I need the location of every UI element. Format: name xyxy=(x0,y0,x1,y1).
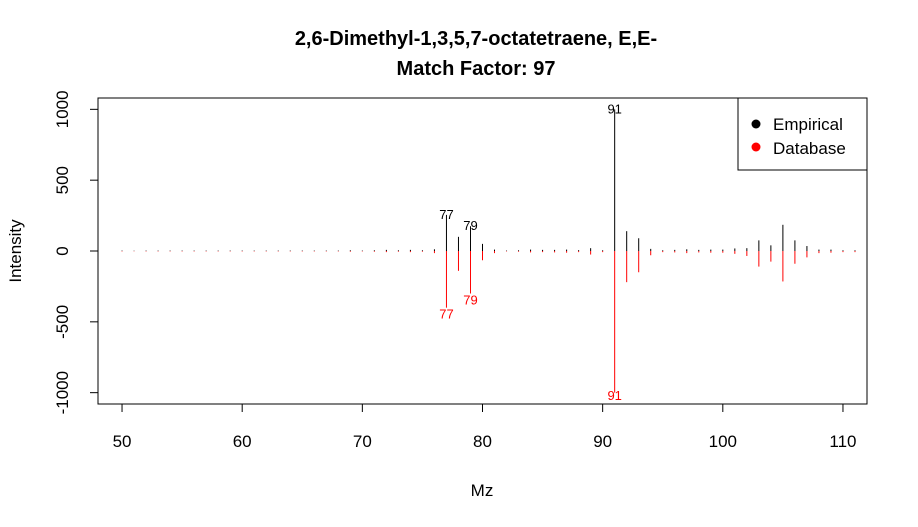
legend-box xyxy=(737,97,868,171)
chart-subtitle: Match Factor: 97 xyxy=(397,58,556,80)
legend: Empirical Database xyxy=(737,97,868,171)
chart-title: 2,6-Dimethyl-1,3,5,7-octatetraene, E,E- xyxy=(295,28,657,50)
y-tick-label-500: 500 xyxy=(53,166,72,194)
y-tick-label-1000: 1000 xyxy=(53,90,72,128)
peak-label-empirical-79: 79 xyxy=(463,218,477,233)
x-tick-label-60: 60 xyxy=(233,432,252,451)
x-tick-label-50: 50 xyxy=(113,432,132,451)
x-axis: 50 60 70 80 90 100 110 xyxy=(113,403,857,451)
y-axis: -1000 -500 0 500 1000 xyxy=(53,90,99,414)
peak-label-empirical-91: 91 xyxy=(607,101,621,116)
peak-labels: 77 79 91 77 79 91 xyxy=(439,101,622,403)
y-tick-label-0: 0 xyxy=(53,246,72,255)
legend-marker-database xyxy=(751,142,761,152)
x-tick-label-100: 100 xyxy=(709,432,737,451)
x-tick-label-70: 70 xyxy=(353,432,372,451)
x-tick-label-90: 90 xyxy=(593,432,612,451)
legend-label-database: Database xyxy=(773,139,846,158)
peak-label-database-91: 91 xyxy=(607,388,621,403)
peak-label-database-77: 77 xyxy=(439,307,453,322)
peak-label-empirical-77: 77 xyxy=(439,207,453,222)
x-tick-label-80: 80 xyxy=(473,432,492,451)
y-axis-label: Intensity xyxy=(6,219,25,283)
x-axis-label: Mz xyxy=(471,481,494,500)
y-tick-label--500: -500 xyxy=(53,305,72,339)
x-tick-label-110: 110 xyxy=(829,432,856,451)
peak-bars xyxy=(121,109,856,393)
legend-marker-empirical xyxy=(751,119,761,129)
peak-label-database-79: 79 xyxy=(463,293,477,308)
legend-label-empirical: Empirical xyxy=(773,115,843,134)
y-tick-label--1000: -1000 xyxy=(53,371,72,414)
